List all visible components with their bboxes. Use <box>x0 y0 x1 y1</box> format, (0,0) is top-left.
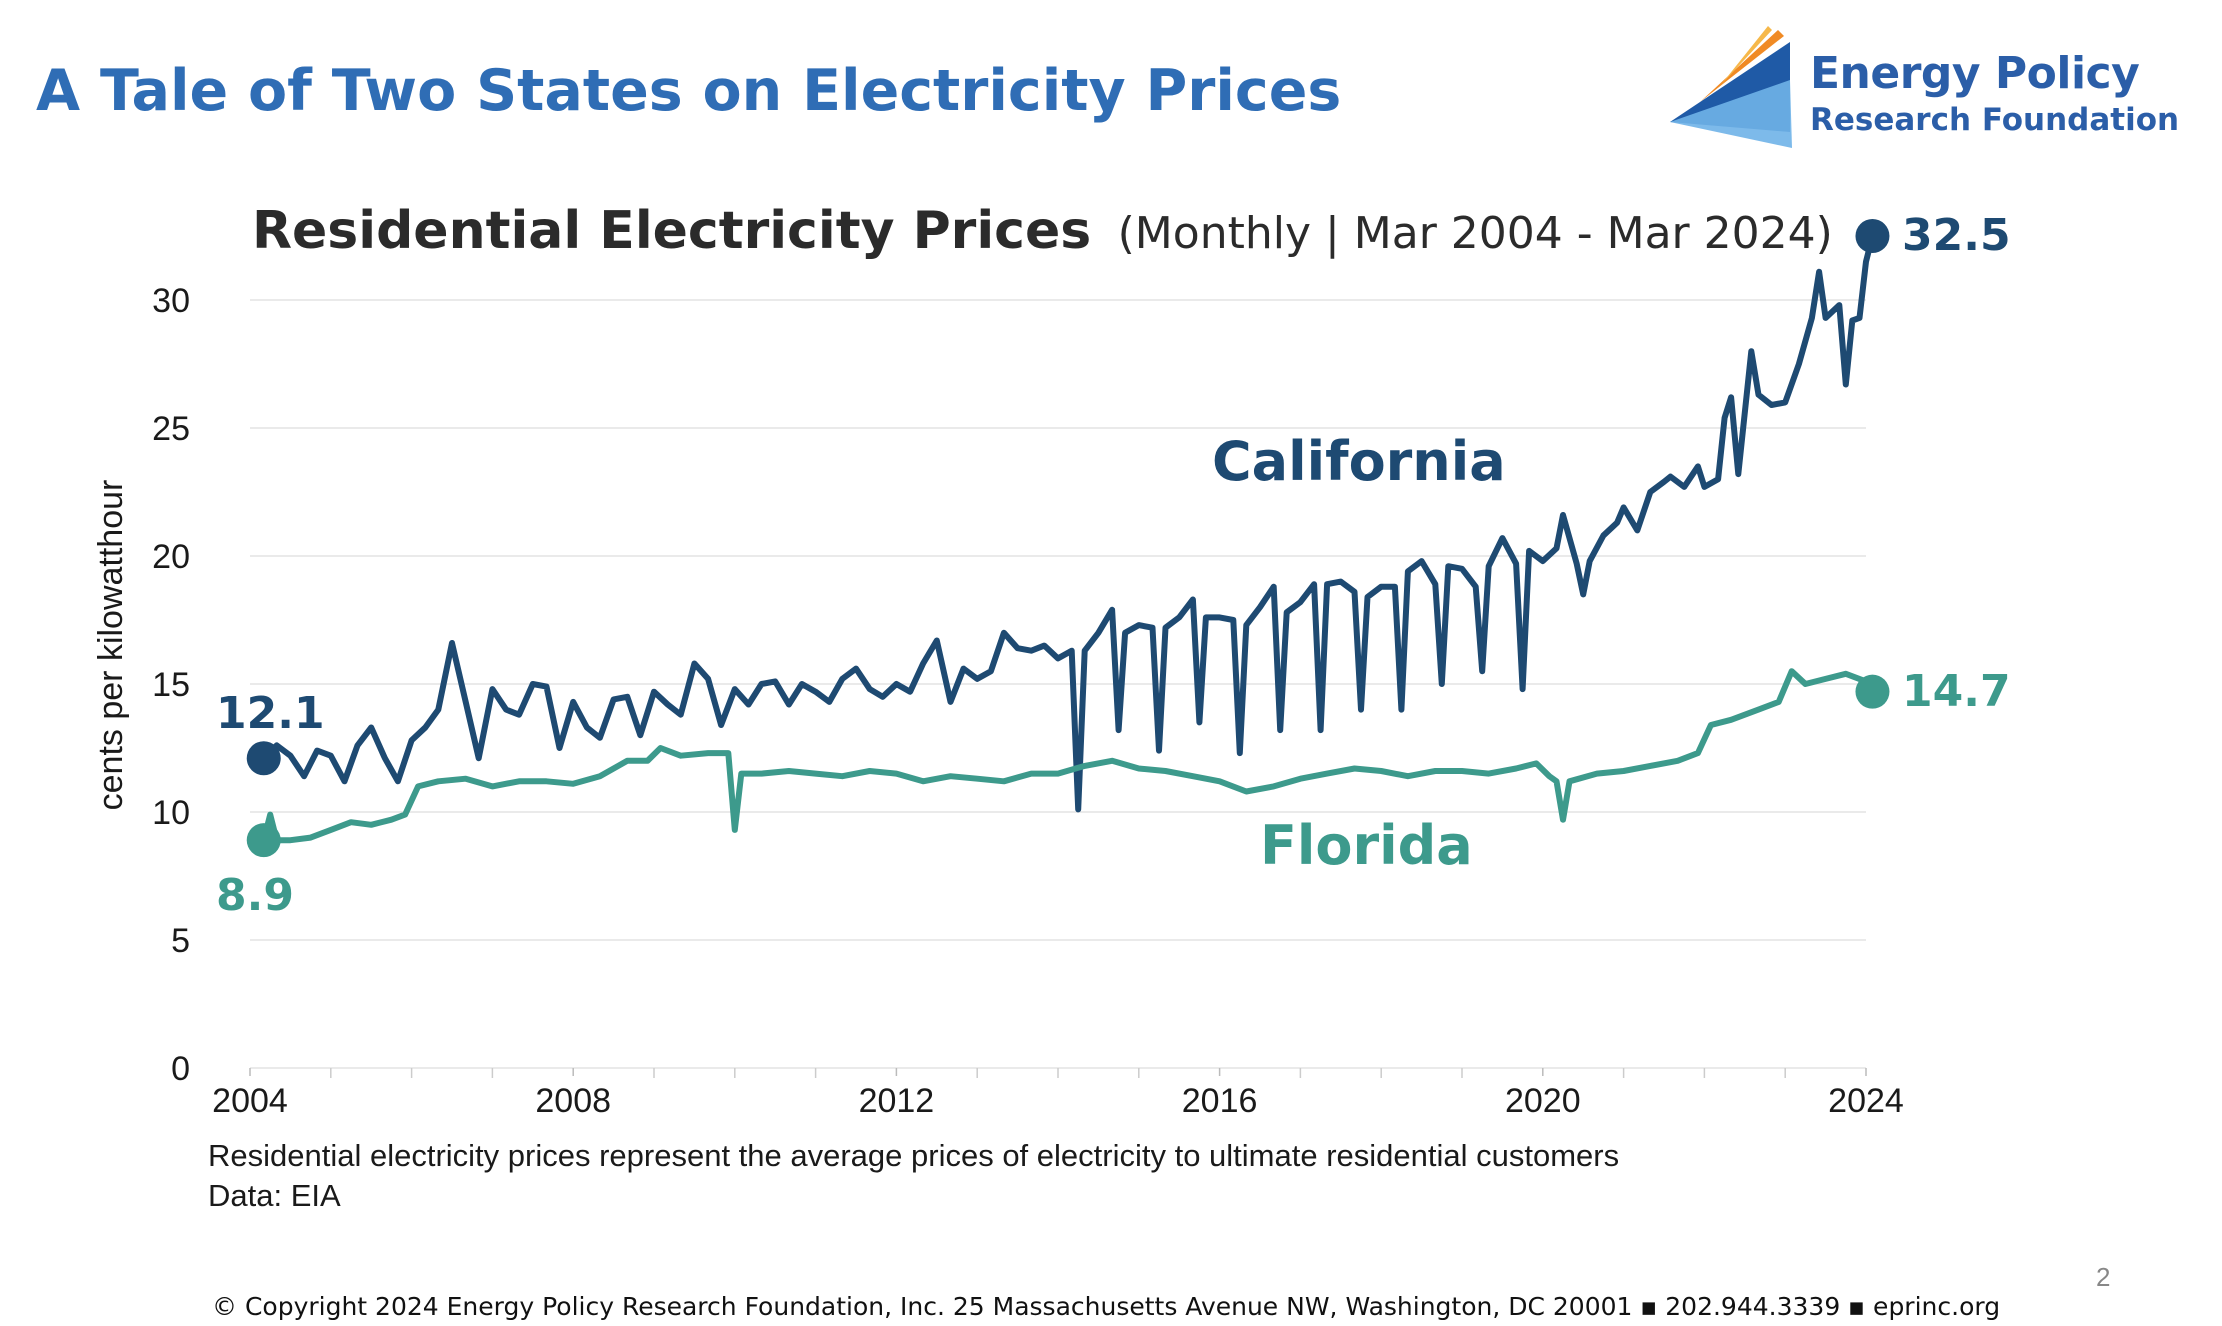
slide-title: A Tale of Two States on Electricity Pric… <box>36 58 1342 124</box>
florida-end-marker <box>1855 674 1890 709</box>
page-number: 2 <box>2096 1262 2111 1292</box>
series-lines <box>246 219 1890 858</box>
x-tick-labels: 2004 2008 2012 2016 2020 2024 <box>212 1068 1904 1120</box>
x-tick-label: 2008 <box>535 1082 611 1120</box>
x-tick-label: 2016 <box>1182 1082 1258 1120</box>
california-start-value: 12.1 <box>216 688 325 739</box>
y-tick-label: 30 <box>152 282 190 320</box>
chart-note: Residential electricity prices represent… <box>208 1138 1620 1173</box>
y-tick-label: 10 <box>152 794 190 832</box>
florida-end-value: 14.7 <box>1902 666 2011 717</box>
x-tick-label: 2020 <box>1505 1082 1581 1120</box>
eprf-logo: Energy Policy Research Foundation <box>1660 22 2180 152</box>
y-tick-label: 0 <box>171 1050 190 1088</box>
x-tick-label: 2012 <box>859 1082 935 1120</box>
x-tick-label: 2004 <box>212 1082 288 1120</box>
logo-mark-icon <box>1670 26 1792 148</box>
california-start-marker <box>246 741 281 776</box>
x-tick-label: 2024 <box>1828 1082 1904 1120</box>
data-source-note: Data: EIA <box>208 1178 341 1213</box>
y-tick-label: 5 <box>171 922 190 960</box>
florida-start-value: 8.9 <box>216 870 294 921</box>
logo-name-line1: Energy Policy <box>1810 48 2140 99</box>
california-line <box>260 233 1876 813</box>
y-tick-label: 20 <box>152 538 190 576</box>
chart-title: Residential Electricity Prices (Monthly … <box>252 201 1833 261</box>
california-end-marker <box>1855 219 1890 253</box>
california-end-value: 32.5 <box>1902 210 2011 261</box>
florida-start-marker <box>246 823 281 858</box>
california-series-label: California <box>1212 430 1506 493</box>
florida-line <box>260 668 1876 844</box>
logo-name-line2: Research Foundation <box>1810 102 2180 138</box>
x-minor-ticks <box>330 1068 1786 1078</box>
y-tick-labels: 0 5 10 15 20 25 30 <box>152 282 190 1088</box>
copyright-footer: © Copyright 2024 Energy Policy Research … <box>212 1292 2001 1321</box>
chart-title-main: Residential Electricity Prices <box>252 201 1091 261</box>
florida-series-label: Florida <box>1260 814 1473 877</box>
y-tick-label: 15 <box>152 666 190 704</box>
y-axis-label: cents per kilowatthour <box>92 480 130 811</box>
y-tick-label: 25 <box>152 410 190 448</box>
chart-subtitle: (Monthly | Mar 2004 - Mar 2024) <box>1118 208 1833 259</box>
grid-lines <box>250 299 1866 1069</box>
